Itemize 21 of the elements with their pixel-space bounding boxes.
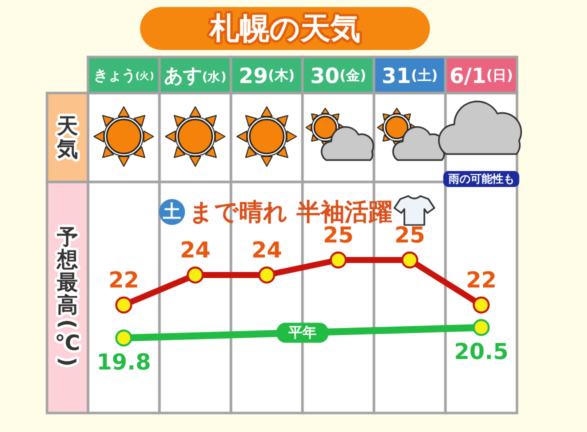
y-axis-title: 予想最高(℃) <box>54 225 80 367</box>
title: 札幌の天気 <box>140 7 430 50</box>
annotation: 天気 <box>46 92 90 184</box>
series-label: 平年 <box>288 324 316 341</box>
ylabel: 予想最高(℃) <box>46 180 90 414</box>
annotation: 雨の可能性も <box>443 171 520 187</box>
x-tick-label: 29(木) <box>238 64 295 88</box>
point <box>472 296 490 314</box>
x-tick-label: 31(土) <box>382 64 438 88</box>
annotation: 土まで晴れ 半袖活躍 <box>159 198 392 226</box>
x-tick-label: あす(水) <box>164 66 226 86</box>
x-tick-label: 6/1(日) <box>449 64 514 88</box>
x-tick-label: きょう(火) <box>93 68 154 84</box>
chart-title: 札幌の天気 <box>208 12 360 46</box>
point <box>258 266 276 284</box>
point <box>115 330 132 346</box>
point <box>401 252 418 268</box>
x-tick-label: 30(金) <box>310 64 366 88</box>
point <box>186 266 204 284</box>
point <box>115 296 132 314</box>
point <box>330 252 347 268</box>
